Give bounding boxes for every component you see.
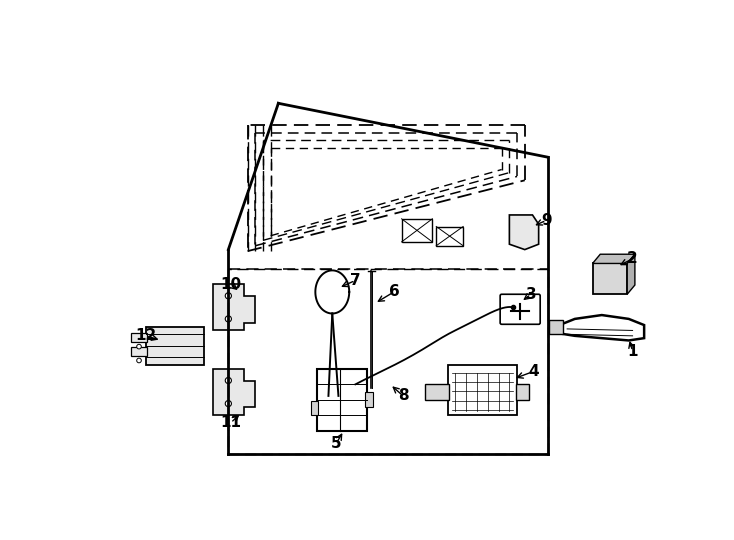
Text: 4: 4 <box>528 364 539 379</box>
Text: 1: 1 <box>628 344 638 359</box>
Text: 2: 2 <box>628 251 638 266</box>
Circle shape <box>225 316 231 322</box>
Polygon shape <box>401 219 432 242</box>
Polygon shape <box>436 226 463 246</box>
Polygon shape <box>213 369 255 415</box>
Circle shape <box>225 401 231 407</box>
Text: 3: 3 <box>526 287 537 302</box>
Polygon shape <box>592 254 635 264</box>
Bar <box>131 347 148 356</box>
Circle shape <box>137 358 142 363</box>
Bar <box>515 384 529 400</box>
Polygon shape <box>556 315 644 340</box>
Polygon shape <box>213 284 255 330</box>
Polygon shape <box>509 215 539 249</box>
Bar <box>550 320 563 334</box>
Bar <box>448 365 517 415</box>
Circle shape <box>225 293 231 299</box>
Text: 10: 10 <box>220 276 241 292</box>
Circle shape <box>137 345 142 349</box>
Text: 12: 12 <box>135 328 156 343</box>
Text: 8: 8 <box>398 388 408 403</box>
FancyBboxPatch shape <box>500 294 540 325</box>
Bar <box>366 392 373 408</box>
Text: 7: 7 <box>350 273 360 288</box>
Text: 5: 5 <box>331 436 341 451</box>
Bar <box>425 384 449 400</box>
Text: 6: 6 <box>388 285 399 300</box>
Text: 9: 9 <box>541 213 552 228</box>
Circle shape <box>225 377 231 383</box>
Bar <box>131 333 148 342</box>
Bar <box>310 401 319 415</box>
Bar <box>146 327 204 365</box>
Polygon shape <box>592 264 627 294</box>
Text: 11: 11 <box>220 415 241 430</box>
Polygon shape <box>627 254 635 294</box>
Bar <box>317 369 367 430</box>
